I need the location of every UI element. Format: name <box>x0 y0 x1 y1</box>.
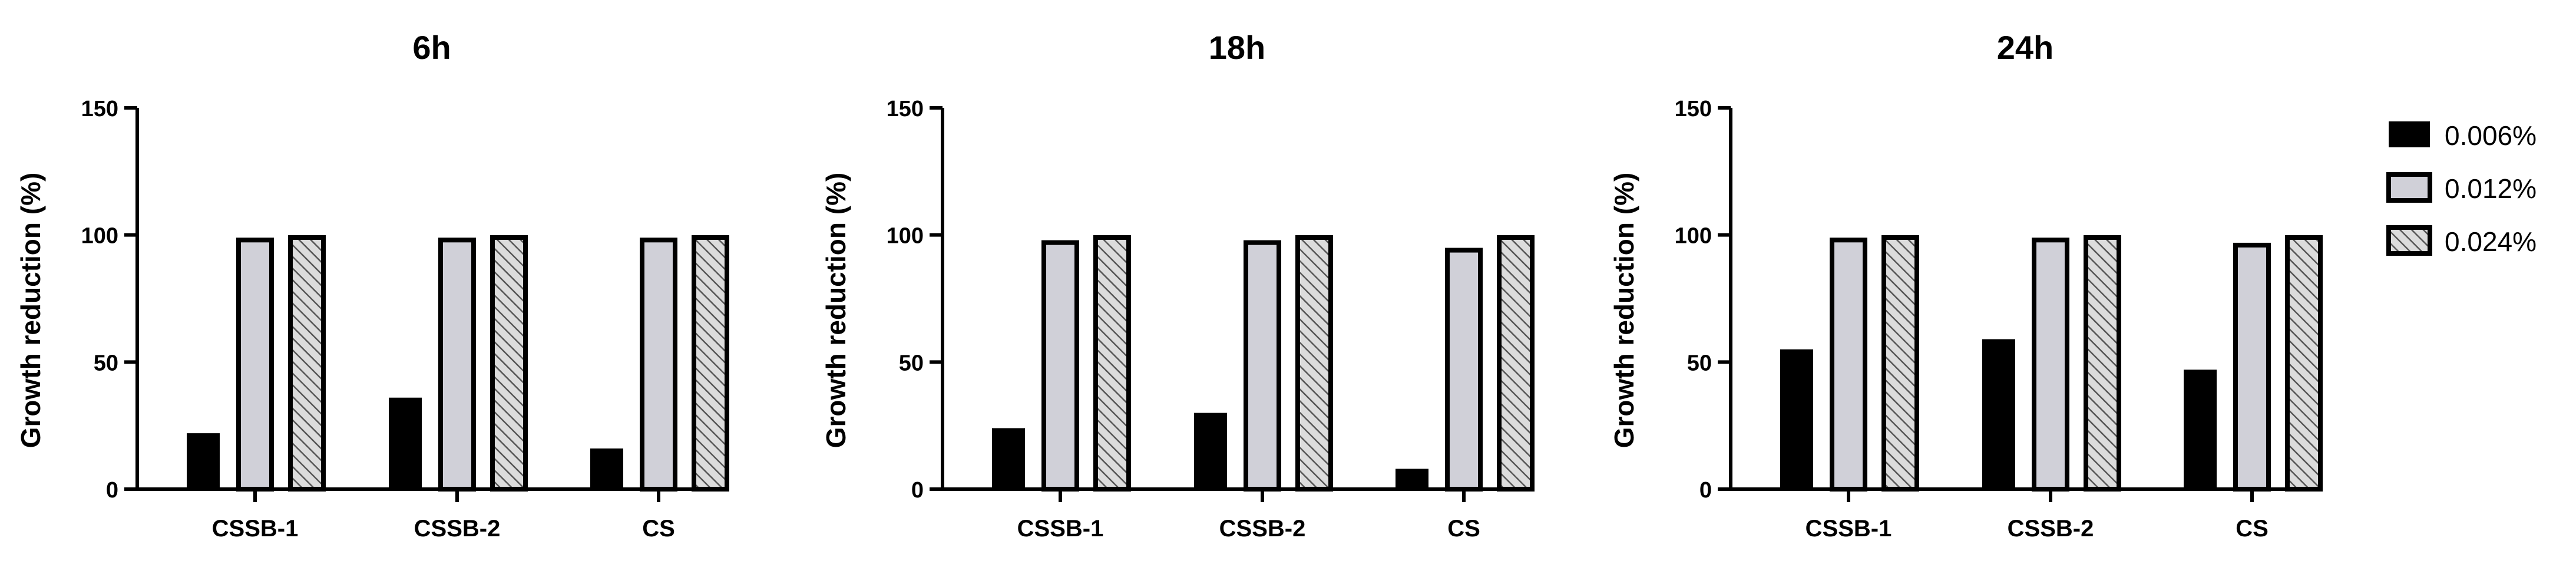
bar-cssb-1-series-1 <box>1830 238 1867 492</box>
bar-cssb-1-series-0 <box>992 428 1025 489</box>
chart-panel-2: 24h Growth reduction (%) CSSB-1 CSSB-2 CS 0 50… <box>1609 29 2323 542</box>
bar-cs-series-1 <box>2233 242 2271 492</box>
bar-cssb-1-series-1 <box>236 238 274 492</box>
chart-panel-1: 18h Growth reduction (%) CSSB-1 CSSB-2 CS 0 50… <box>821 29 1535 542</box>
bar-cssb-2-series-2 <box>2084 235 2121 492</box>
bar-cssb-2-series-2 <box>1295 235 1333 492</box>
legend: 0.006% 0.012% 0.024% <box>2386 120 2537 257</box>
chart-panel-0: 6h Growth reduction (%) CSSB-1 CSSB-2 CS 0 50 1… <box>15 29 729 542</box>
legend-label: 0.006% <box>2445 120 2537 151</box>
x-tick-label: CS <box>1447 516 1480 542</box>
chart-title: 18h <box>1209 29 1266 66</box>
bar-cssb-2-series-2 <box>490 235 528 492</box>
bar-cs-series-0 <box>590 448 623 489</box>
x-tick-label: CSSB-1 <box>212 516 299 542</box>
bar-cssb-2-series-1 <box>2032 238 2069 492</box>
bar-cs-series-1 <box>1445 248 1483 492</box>
y-tick-label: 50 <box>94 351 118 375</box>
bar-cssb-2-series-0 <box>389 397 422 489</box>
bar-cssb-2-series-0 <box>1982 339 2015 489</box>
x-tick-label: CS <box>642 516 675 542</box>
bar-cssb-1-series-2 <box>1881 235 1919 492</box>
bar-cssb-1-series-0 <box>187 433 220 489</box>
chart-title: 6h <box>412 29 451 66</box>
bar-cs-series-2 <box>692 235 729 492</box>
legend-label: 0.012% <box>2445 173 2537 204</box>
x-tick-label: CSSB-2 <box>1219 516 1306 542</box>
y-tick-label: 50 <box>1687 351 1712 375</box>
bar-cs-series-2 <box>2285 235 2323 492</box>
y-tick-label: 0 <box>106 478 118 503</box>
bar-cssb-2-series-1 <box>438 238 476 492</box>
x-tick-label: CSSB-2 <box>2008 516 2094 542</box>
x-tick-label: CSSB-1 <box>1805 516 1892 542</box>
y-tick-label: 0 <box>911 478 924 503</box>
legend-swatch <box>2386 225 2432 256</box>
y-tick-label: 100 <box>1675 224 1712 249</box>
legend-item-0: 0.006% <box>2389 120 2537 151</box>
chart-title: 24h <box>1997 29 2054 66</box>
x-tick-label: CSSB-1 <box>1017 516 1104 542</box>
legend-swatch <box>2389 121 2430 147</box>
bar-cs-series-1 <box>640 238 677 492</box>
y-tick-label: 50 <box>899 351 924 375</box>
bar-cs-series-0 <box>2184 370 2217 489</box>
legend-item-1: 0.012% <box>2386 172 2537 204</box>
x-tick-label: CS <box>2236 516 2269 542</box>
legend-item-2: 0.024% <box>2386 225 2537 257</box>
y-tick-label: 150 <box>81 97 118 121</box>
bar-cs-series-2 <box>1497 235 1535 492</box>
bar-cssb-1-series-2 <box>288 235 326 492</box>
y-tick-label: 0 <box>1699 478 1712 503</box>
bar-cssb-2-series-1 <box>1244 240 1281 492</box>
y-tick-label: 100 <box>81 224 118 249</box>
y-tick-label: 150 <box>1675 97 1712 121</box>
y-tick-label: 150 <box>887 97 924 121</box>
bar-cssb-1-series-1 <box>1041 240 1079 492</box>
legend-swatch <box>2386 172 2432 203</box>
y-axis-label: Growth reduction (%) <box>821 173 851 448</box>
bar-cssb-1-series-2 <box>1093 235 1131 492</box>
x-tick-label: CSSB-2 <box>414 516 501 542</box>
legend-label: 0.024% <box>2445 226 2537 257</box>
bar-cssb-1-series-0 <box>1780 349 1813 489</box>
y-tick-label: 100 <box>887 224 924 249</box>
bar-cs-series-0 <box>1396 469 1428 489</box>
y-axis-label: Growth reduction (%) <box>15 173 46 448</box>
y-axis-label: Growth reduction (%) <box>1609 173 1639 448</box>
bar-cssb-2-series-0 <box>1194 413 1227 489</box>
